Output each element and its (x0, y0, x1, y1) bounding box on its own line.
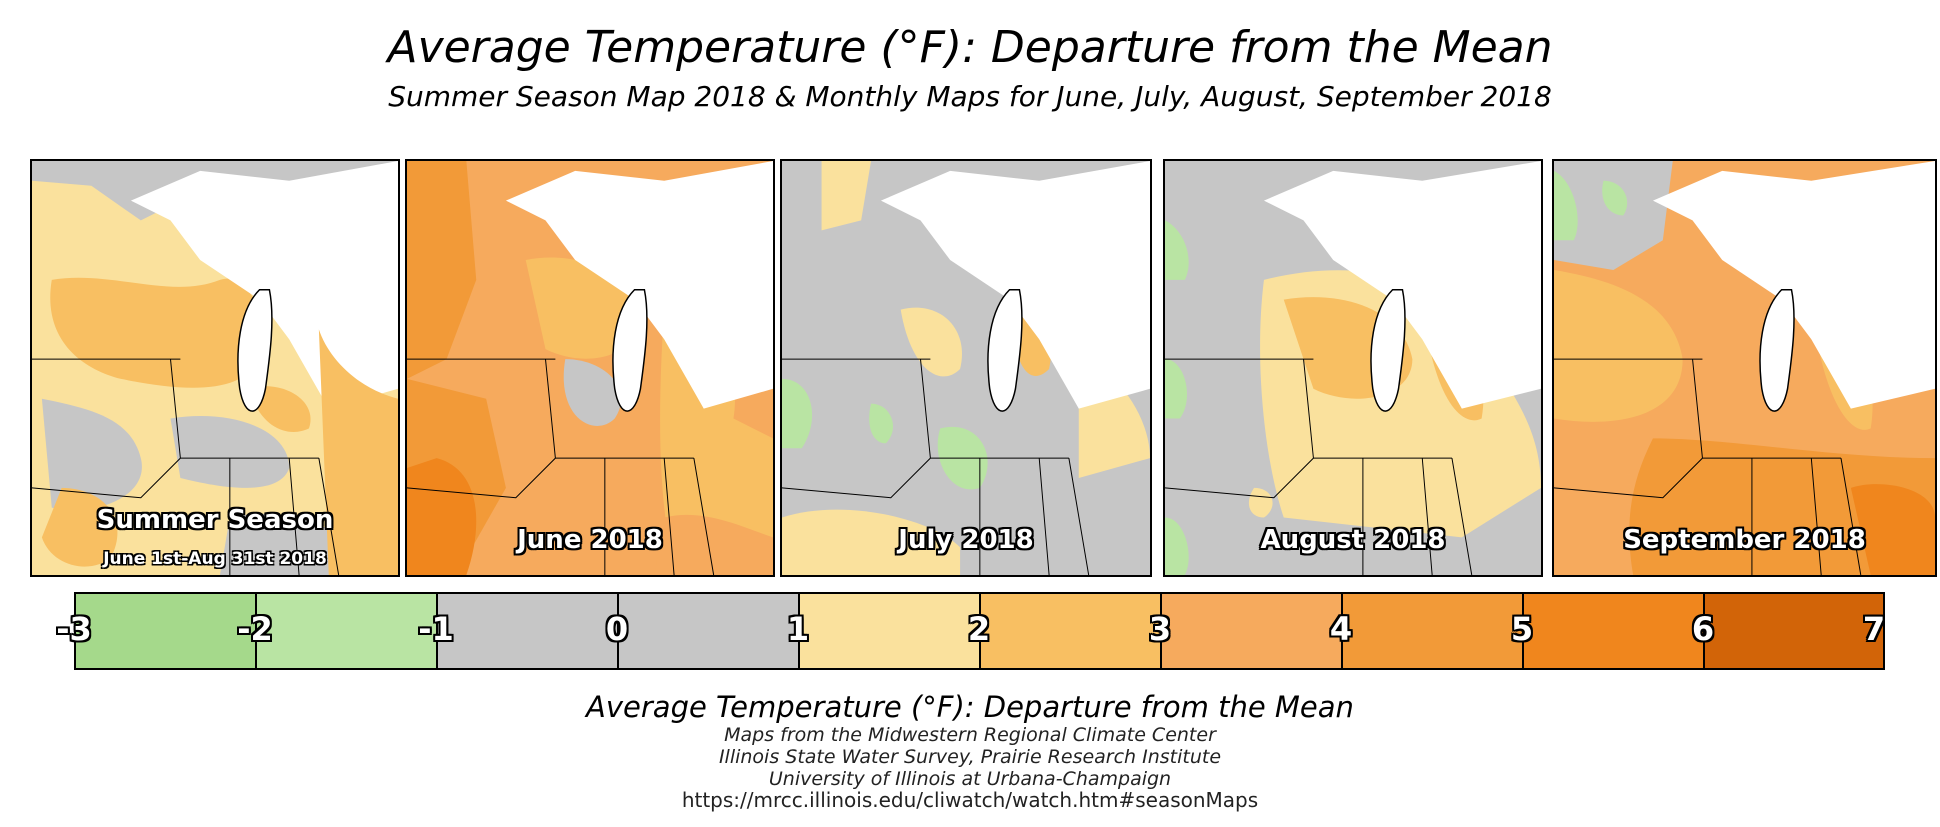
legend-class-box (1522, 592, 1705, 670)
panel-label: July 2018 (898, 525, 1034, 555)
footer-credit-line: Illinois State Water Survey, Prairie Res… (718, 746, 1222, 768)
footer-title: Average Temperature (°F): Departure from… (586, 690, 1354, 724)
legend-tick-label: -2 (237, 610, 273, 648)
legend-class-box (979, 592, 1162, 670)
legend-class-box (1341, 592, 1524, 670)
legend-class-box (617, 592, 800, 670)
map-august-2018 (1165, 161, 1541, 575)
legend-class-box (74, 592, 257, 670)
legend-tick-label: -3 (56, 610, 92, 648)
legend-tick-label: 4 (1329, 610, 1353, 648)
legend-tick-label: 0 (605, 610, 629, 648)
footer-credit-line: Maps from the Midwestern Regional Climat… (724, 724, 1216, 746)
legend-tick-label: -1 (418, 610, 454, 648)
map-panel-summer-season: Summer Season June 1st-Aug 31st 2018 (30, 159, 400, 577)
legend-tick-label: 2 (967, 610, 991, 648)
map-panel-july-2018: July 2018 (780, 159, 1152, 577)
panel-label: September 2018 (1623, 525, 1866, 555)
panel-label: June 2018 (517, 525, 663, 555)
page-subtitle: Summer Season Map 2018 & Monthly Maps fo… (388, 80, 1552, 113)
page-title: Average Temperature (°F): Departure from… (387, 22, 1553, 73)
legend-tick-label: 7 (1862, 610, 1886, 648)
map-panel-june-2018: June 2018 (405, 159, 775, 577)
map-july-2018 (782, 161, 1150, 575)
legend-tick-label: 1 (786, 610, 810, 648)
panel-sublabel: June 1st-Aug 31st 2018 (103, 549, 327, 569)
legend-tick-label: 5 (1510, 610, 1534, 648)
footer-credit-line: University of Illinois at Urbana-Champai… (768, 768, 1172, 790)
legend-tick-label: 3 (1148, 610, 1172, 648)
panel-label: August 2018 (1260, 525, 1446, 555)
legend-class-box (1703, 592, 1885, 670)
panel-label: Summer Season (96, 505, 334, 535)
map-panel-august-2018: August 2018 (1163, 159, 1543, 577)
map-panel-september-2018: September 2018 (1552, 159, 1937, 577)
map-summer-season (32, 161, 398, 575)
legend-class-box (798, 592, 981, 670)
color-legend: -3 -2 -1 0 1 2 3 4 5 6 7 (56, 592, 1902, 670)
map-september-2018 (1554, 161, 1935, 575)
source-link[interactable]: https://mrcc.illinois.edu/cliwatch/watch… (681, 788, 1259, 812)
legend-class-box (255, 592, 438, 670)
map-june-2018 (407, 161, 773, 575)
legend-tick-label: 6 (1691, 610, 1715, 648)
